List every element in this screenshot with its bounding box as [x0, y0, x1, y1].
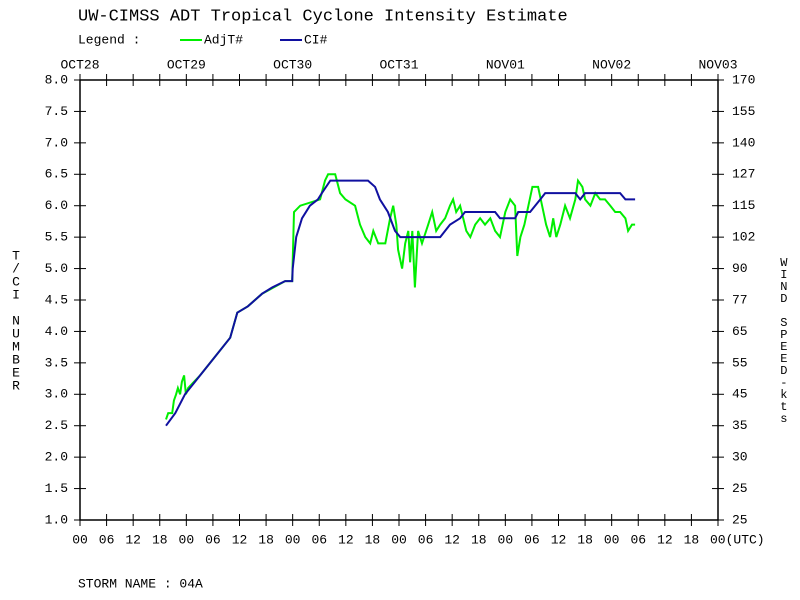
x-tick-label: 06 [205, 532, 221, 547]
y-tick-label: 1.0 [45, 512, 68, 527]
y2-tick-label: 45 [732, 387, 748, 402]
y-tick-label: 6.0 [45, 198, 68, 213]
x2-tick-label: NOV02 [592, 57, 631, 72]
x-tick-label: 12 [125, 532, 141, 547]
x-tick-label: 18 [152, 532, 168, 547]
y2-axis-label: WIND SPEED-kts [777, 256, 791, 424]
y2-tick-label: 65 [732, 324, 748, 339]
x-tick-label: 06 [99, 532, 115, 547]
y-tick-label: 4.5 [45, 292, 68, 307]
x-tick-label: 00 [604, 532, 620, 547]
x-tick-label: 18 [365, 532, 381, 547]
y2-tick-label: 25 [732, 512, 748, 527]
x-tick-label: 12 [338, 532, 354, 547]
x-tick-label: 06 [311, 532, 327, 547]
x-tick-label: 12 [551, 532, 567, 547]
series-line [165, 179, 636, 427]
series-line [165, 173, 636, 420]
legend-label: Legend : [78, 32, 140, 47]
x-tick-label: 12 [657, 532, 673, 547]
x-tick-label: 00 [391, 532, 407, 547]
x-tick-label: 00 [72, 532, 88, 547]
x2-tick-label: OCT30 [273, 57, 312, 72]
y2-tick-label: 90 [732, 261, 748, 276]
x-tick-label: 00(UTC) [710, 532, 765, 547]
x2-tick-label: NOV01 [486, 57, 525, 72]
y-tick-label: 4.0 [45, 324, 68, 339]
y-tick-label: 6.5 [45, 167, 68, 182]
y-tick-label: 7.5 [45, 104, 68, 119]
x-tick-label: 00 [498, 532, 514, 547]
x2-tick-label: OCT29 [167, 57, 206, 72]
y2-tick-label: 77 [732, 292, 748, 307]
y-tick-label: 8.0 [45, 72, 68, 87]
y-tick-label: 2.0 [45, 450, 68, 465]
x-tick-label: 12 [444, 532, 460, 547]
legend-entry: AdjT# [204, 32, 243, 47]
y-tick-label: 3.0 [45, 387, 68, 402]
footer: STORM NAME : 04A [78, 576, 203, 591]
x-tick-label: 06 [418, 532, 434, 547]
chart-title: UW-CIMSS ADT Tropical Cyclone Intensity … [78, 7, 568, 26]
y-axis-label: T/CI NUMBER [9, 249, 24, 392]
y-tick-label: 5.0 [45, 261, 68, 276]
y2-tick-label: 127 [732, 167, 755, 182]
legend-entry: CI# [304, 32, 328, 47]
y2-tick-label: 55 [732, 355, 748, 370]
y-tick-label: 5.5 [45, 230, 68, 245]
plot-frame [79, 79, 719, 521]
x-tick-label: 12 [232, 532, 248, 547]
y2-tick-label: 30 [732, 450, 748, 465]
x2-tick-label: NOV03 [698, 57, 737, 72]
y2-tick-label: 102 [732, 230, 755, 245]
x-tick-label: 00 [179, 532, 195, 547]
y-tick-label: 3.5 [45, 355, 68, 370]
x-tick-label: 18 [471, 532, 487, 547]
y-tick-label: 7.0 [45, 135, 68, 150]
x-tick-label: 18 [258, 532, 274, 547]
y2-tick-label: 155 [732, 104, 755, 119]
x-tick-label: 06 [524, 532, 540, 547]
y2-tick-label: 25 [732, 481, 748, 496]
y2-tick-label: 170 [732, 72, 755, 87]
x2-tick-label: OCT31 [379, 57, 418, 72]
x-tick-label: 06 [630, 532, 646, 547]
y2-tick-label: 35 [732, 418, 748, 433]
x-tick-label: 18 [577, 532, 593, 547]
y2-tick-label: 115 [732, 198, 755, 213]
y-tick-label: 1.5 [45, 481, 68, 496]
x2-tick-label: OCT28 [60, 57, 99, 72]
y2-tick-label: 140 [732, 135, 755, 150]
y-tick-label: 2.5 [45, 418, 68, 433]
x-tick-label: 00 [285, 532, 301, 547]
x-tick-label: 18 [684, 532, 700, 547]
